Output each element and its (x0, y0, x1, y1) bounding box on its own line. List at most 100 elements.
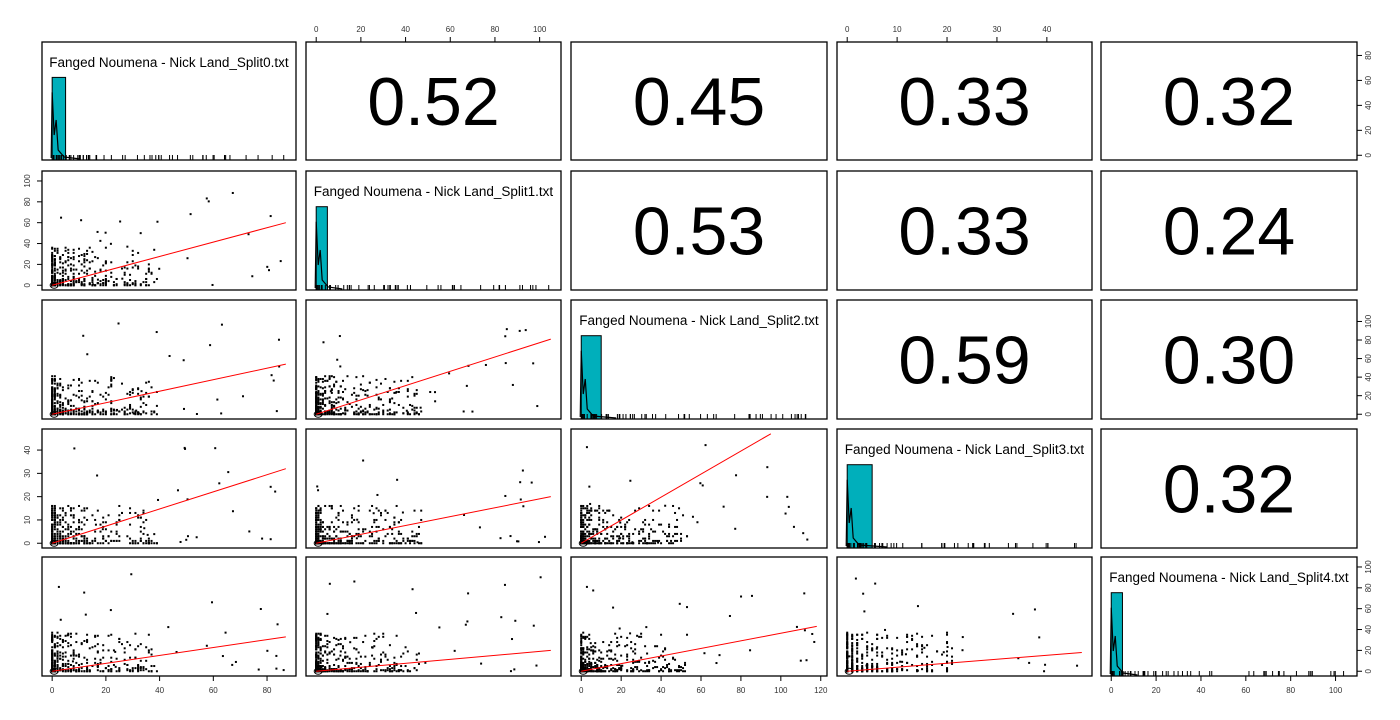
scatter-point (672, 657, 675, 660)
scatter-point (150, 272, 153, 275)
scatter-point (107, 670, 110, 673)
scatter-point (339, 670, 342, 673)
scatter-point (505, 328, 508, 331)
scatter-point (580, 633, 583, 636)
scatter-point (582, 521, 585, 524)
scatter-point (61, 509, 64, 512)
scatter-point (324, 668, 327, 671)
scatter-point (142, 509, 145, 512)
scatter-point (420, 518, 423, 521)
scatter-point (606, 667, 609, 670)
scatter-point (139, 643, 142, 646)
scatter-point (57, 585, 60, 588)
panel-border (1100, 556, 1358, 677)
scatter-point (906, 648, 909, 651)
scatter-point (582, 523, 585, 526)
scatter-point (582, 666, 585, 669)
scatter-point (118, 410, 121, 413)
scatter-point (88, 647, 91, 650)
scatter-point (377, 539, 380, 542)
scatter-point (153, 281, 156, 284)
scatter-point (592, 530, 595, 533)
scatter-point (112, 284, 115, 287)
scatter-point (644, 542, 647, 545)
scatter-point (107, 669, 110, 672)
scatter-point (91, 542, 94, 545)
scatter-point (602, 667, 605, 670)
scatter-point (650, 542, 653, 545)
scatter-point (413, 392, 416, 395)
scatter-point (580, 662, 583, 665)
scatter-point (373, 408, 376, 411)
scatter-point (88, 670, 91, 673)
scatter-point (61, 669, 64, 672)
scatter-point (846, 652, 849, 655)
scatter-point (856, 642, 859, 645)
scatter-point (348, 403, 351, 406)
scatter-point (662, 530, 665, 533)
scatter-point (598, 504, 601, 507)
scatter-point (80, 642, 83, 645)
scatter-point (348, 532, 351, 535)
scatter-point (668, 525, 671, 528)
scatter-point (624, 525, 627, 528)
scatter-point (118, 504, 121, 507)
scatter-point (104, 282, 107, 285)
scatter-point (330, 670, 333, 673)
scatter-point (901, 669, 904, 672)
scatter-point (851, 645, 854, 648)
scatter-point (588, 509, 591, 512)
scatter-point (134, 283, 137, 286)
scatter-point (622, 542, 625, 545)
scatter-point (339, 669, 342, 672)
scatter-point (359, 655, 362, 658)
scatter-point (654, 542, 657, 545)
scatter-point (348, 661, 351, 664)
panel-border (570, 41, 828, 161)
scatter-point (326, 646, 329, 649)
scatter-point (598, 656, 601, 659)
scatter-point (94, 284, 97, 287)
scatter-point (317, 651, 320, 654)
scatter-point (377, 525, 380, 528)
scatter-point (56, 655, 59, 658)
scatter-point (71, 660, 74, 663)
scatter-point (580, 521, 583, 524)
scatter-point (86, 410, 89, 413)
scatter-point (400, 655, 403, 658)
scatter-point (53, 282, 56, 285)
scatter-point (139, 539, 142, 542)
scatter-point (856, 668, 859, 671)
scatter-point (110, 539, 113, 542)
scatter-point (69, 509, 72, 512)
scatter-point (634, 643, 637, 646)
scatter-point (78, 663, 81, 666)
scatter-point (871, 649, 874, 652)
scatter-point (876, 662, 879, 665)
scatter-point (654, 660, 657, 663)
scatter-point (580, 640, 583, 643)
scatter-point (317, 537, 320, 540)
scatter-point (53, 659, 56, 662)
scatter-point (72, 256, 75, 259)
scatter-point (129, 542, 132, 545)
scatter-point (120, 511, 123, 514)
correlation-value: 0.53 (633, 194, 765, 270)
scatter-point (636, 668, 639, 671)
scatter-point (326, 640, 329, 643)
scatter-point (315, 661, 318, 664)
scatter-point (78, 281, 81, 284)
scatter-point (846, 661, 849, 664)
scatter-point (590, 509, 593, 512)
scatter-point (142, 402, 145, 405)
scatter-point (137, 542, 140, 545)
scatter-point (153, 542, 156, 545)
scatter-point (324, 391, 327, 394)
scatter-point (344, 656, 347, 659)
scatter-point (513, 668, 516, 671)
scatter-point (596, 666, 599, 669)
scatter-point (373, 542, 376, 545)
scatter-point (359, 383, 362, 386)
scatter-point (80, 509, 83, 512)
scatter-point (102, 279, 105, 282)
